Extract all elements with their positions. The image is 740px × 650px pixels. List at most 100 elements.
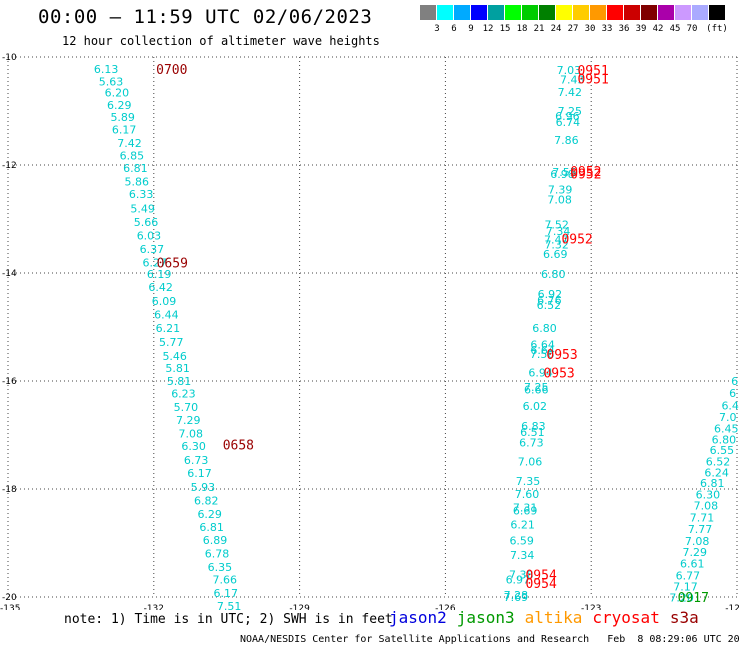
wave-height-value: 6.55	[710, 444, 735, 457]
wave-height-value: 7.29	[176, 414, 201, 427]
legend-swatch	[709, 5, 725, 20]
wave-height-value: 6.69	[543, 248, 568, 261]
wave-height-value: 6.33	[129, 188, 154, 201]
legend-swatch	[573, 5, 589, 20]
pass-time-label: 0954	[525, 568, 556, 583]
legend-swatch	[556, 5, 572, 20]
wave-height-value: 6.59	[509, 534, 534, 547]
wave-height-value: 6.37	[140, 243, 165, 256]
wave-height-value: 6	[729, 387, 736, 400]
wave-height-value: 6.73	[184, 454, 209, 467]
wave-height-value: 5.70	[174, 401, 199, 414]
wave-height-value: 7.60	[515, 488, 540, 501]
legend-label: 36	[618, 24, 630, 34]
legend-label: 9	[468, 24, 474, 34]
wave-height-value: 7.25	[524, 381, 549, 394]
wave-height-value: 6.30	[181, 440, 206, 453]
wave-height-value: 7.38	[509, 568, 534, 581]
legend-label: 33	[601, 24, 613, 34]
wave-height-value: 5.46	[162, 350, 187, 363]
wave-height-value: 6.81	[199, 521, 224, 534]
y-tick-label: -12	[2, 161, 17, 171]
wave-height-value: 7.47	[544, 234, 569, 247]
wave-height-value: 7.03	[557, 64, 582, 77]
x-tick-label: -135	[0, 604, 20, 610]
wave-height-value: 6.23	[171, 387, 196, 400]
legend-label: 21	[533, 24, 545, 34]
legend-swatch	[539, 5, 555, 20]
pass-time-label: 0952	[570, 165, 601, 180]
wave-height-value: 6.80	[532, 322, 557, 335]
legend-label: 12	[482, 24, 494, 34]
legend-swatch	[641, 5, 657, 20]
legend-label: 70	[686, 24, 698, 34]
wave-height-value: 7.34	[510, 549, 535, 562]
wave-height-value: 6.82	[194, 494, 219, 507]
legend-swatch	[437, 5, 453, 20]
wave-height-value: 6.69	[513, 505, 538, 518]
wave-height-value: 6.35	[208, 561, 233, 574]
wave-height-value: 6.45	[714, 423, 739, 436]
chart-subtitle: 12 hour collection of altimeter wave hei…	[62, 34, 380, 48]
wave-height-value: 6.21	[156, 322, 181, 335]
satellite-altika: altika	[524, 608, 583, 627]
pass-time-label: 0700	[156, 63, 187, 78]
wave-height-value: 6.81	[700, 477, 725, 490]
wave-height-value: 6.78	[205, 547, 230, 560]
wave-height-value: 6.4	[721, 399, 739, 412]
units-note: note: 1) Time is in UTC; 2) SWH is in fe…	[64, 612, 393, 627]
wave-height-value: 6.02	[523, 400, 548, 413]
wave-height-value: 6.52	[537, 299, 562, 312]
wave-height-value: 6.94	[528, 366, 553, 379]
wave-height-value: 6.20	[105, 87, 130, 100]
x-tick-label: -129	[289, 604, 310, 610]
wave-height-value: 7.69	[504, 591, 529, 604]
legend-swatch	[505, 5, 521, 20]
legend-label: 18	[516, 24, 528, 34]
wave-height-value: 6.92	[538, 288, 563, 301]
legend-swatch	[692, 5, 708, 20]
y-tick-label: -18	[2, 485, 17, 495]
pass-time-label: 0954	[525, 577, 556, 592]
wave-height-value: 7.25	[558, 105, 583, 118]
wave-height-value: 6.44	[154, 309, 179, 322]
wave-height-value: 6.89	[203, 534, 228, 547]
wave-height-value: 7.42	[117, 137, 142, 150]
wave-height-value: 6.83	[521, 420, 546, 433]
wave-height-value: 6.76	[537, 294, 562, 307]
wave-height-value: 7.0	[719, 411, 737, 424]
wave-height-value: 6.17	[187, 467, 212, 480]
wave-height-value: 6.80	[541, 268, 566, 281]
wave-height-value: 6.77	[676, 569, 701, 582]
legend-swatch	[471, 5, 487, 20]
wave-height-value: 7.71	[690, 512, 715, 525]
wave-height-value: 5.93	[191, 481, 216, 494]
satellite-jason2: jason2	[389, 608, 447, 627]
credit-footer: NOAA/NESDIS Center for Satellite Applica…	[240, 634, 740, 645]
wave-height-value: 5.77	[159, 336, 184, 349]
legend-label: 30	[584, 24, 596, 34]
x-tick-label: -12	[725, 604, 740, 610]
wave-height-value: 6.52	[706, 455, 731, 468]
wave-height-value: 7.06	[518, 455, 543, 468]
wave-height-value: 7.66	[213, 574, 238, 587]
satellite-cryosat: cryosat	[592, 608, 660, 627]
satellite-s3a: s3a	[669, 608, 699, 627]
wave-height-value: 6.21	[510, 519, 535, 532]
wave-height-value: 7.39	[548, 183, 573, 196]
wave-height-value: 6.74	[556, 116, 581, 129]
legend-label: 42	[652, 24, 664, 34]
legend-swatch	[590, 5, 606, 20]
wave-height-value: 6.42	[148, 281, 173, 294]
wave-height-value: 6.03	[137, 230, 162, 243]
legend-swatch	[522, 5, 538, 20]
wave-height-value: 5.49	[130, 203, 155, 216]
pass-time-label: 0951	[577, 64, 608, 79]
wave-height-value: 6.66	[524, 384, 549, 397]
legend-label: 15	[499, 24, 511, 34]
wave-height-value: 6.24	[704, 466, 729, 479]
legend-swatch	[658, 5, 674, 20]
wave-height-value: 5.81	[167, 375, 192, 388]
wave-height-value: 6.27	[143, 257, 168, 270]
legend-label: 3	[434, 24, 440, 34]
